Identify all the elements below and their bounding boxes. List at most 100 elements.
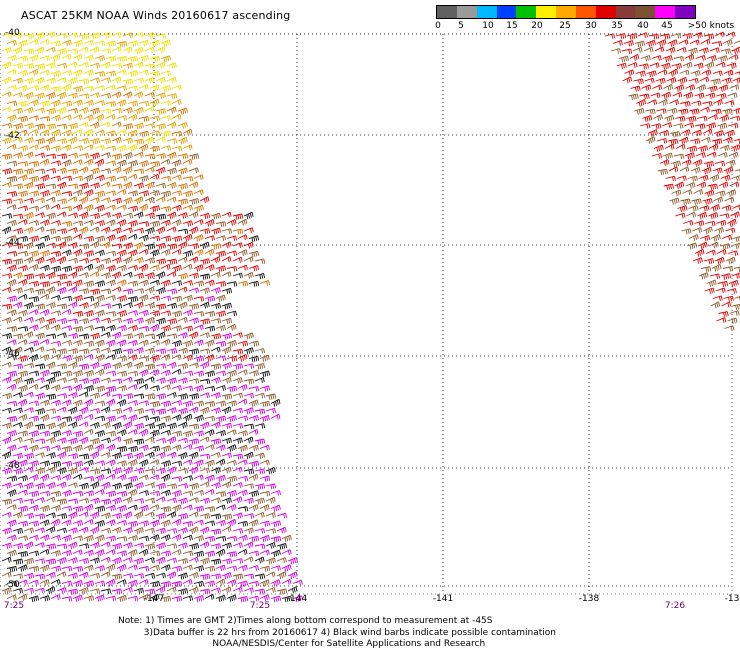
wind-barb — [178, 559, 188, 565]
wind-barb — [238, 535, 247, 541]
wind-barb — [205, 581, 215, 587]
wind-barb — [194, 536, 204, 542]
wind-barb — [735, 169, 740, 175]
wind-barb — [718, 281, 728, 286]
wind-barb — [62, 130, 71, 136]
wind-barb — [255, 424, 265, 429]
wind-barb — [216, 520, 225, 526]
wind-barb — [57, 168, 67, 174]
wind-barb — [95, 191, 105, 197]
wind-barb — [40, 506, 50, 512]
wind-barb — [117, 580, 126, 585]
wind-barb — [722, 109, 732, 115]
wind-barb — [106, 251, 116, 256]
wind-barb — [722, 78, 732, 84]
wind-barb — [238, 597, 248, 603]
wind-barb — [106, 280, 115, 286]
wind-barb — [205, 326, 215, 332]
wind-barb — [145, 452, 154, 458]
wind-barb — [700, 206, 710, 212]
wind-barb — [244, 379, 254, 384]
wind-barb — [95, 175, 104, 181]
wind-barb — [79, 108, 88, 114]
wind-barb — [18, 266, 28, 272]
wind-barb — [189, 483, 199, 489]
wind-barb — [117, 474, 126, 480]
wind-barb — [156, 468, 166, 474]
wind-barb — [172, 160, 181, 167]
wind-barb — [134, 169, 144, 174]
wind-barb — [167, 558, 177, 563]
wind-barb — [244, 364, 254, 369]
wind-barb — [693, 32, 702, 38]
wind-barb — [35, 108, 44, 113]
wind-barb — [128, 415, 137, 422]
wind-barb — [29, 100, 38, 106]
wind-barb — [90, 452, 99, 459]
wind-barb — [194, 566, 204, 572]
wind-barb — [90, 198, 99, 203]
wind-barb — [40, 159, 49, 165]
wind-barb — [51, 506, 61, 512]
wind-barb — [172, 445, 181, 451]
wind-barb — [84, 100, 93, 106]
wind-barb — [249, 236, 259, 242]
wind-barb — [216, 565, 225, 571]
wind-barb — [706, 93, 716, 99]
wind-barb — [134, 92, 143, 98]
wind-barb — [123, 138, 132, 144]
wind-barb — [161, 116, 171, 121]
wind-barb — [249, 416, 259, 422]
wind-barb — [156, 483, 166, 489]
wind-barb — [624, 41, 634, 47]
wind-barb — [172, 132, 182, 137]
wind-barb — [145, 64, 155, 69]
wind-barb — [145, 244, 155, 250]
wind-barb — [145, 228, 154, 235]
wind-barb — [139, 249, 148, 254]
wind-barb — [238, 549, 247, 554]
wind-barb — [40, 145, 49, 150]
wind-barb — [156, 332, 165, 339]
wind-barb — [2, 199, 12, 204]
wind-barb — [35, 257, 44, 264]
wind-barb — [653, 115, 662, 121]
wind-barb — [161, 236, 171, 242]
wind-barb — [106, 85, 115, 90]
wind-barb — [178, 137, 187, 144]
wind-barb — [178, 498, 188, 505]
wind-barb — [189, 212, 198, 218]
wind-barb — [40, 236, 50, 242]
wind-barb — [200, 527, 209, 534]
wind-barb — [117, 356, 127, 362]
wind-barb — [227, 595, 236, 602]
wind-barb — [95, 310, 104, 317]
wind-barb — [178, 573, 188, 580]
wind-barb — [117, 447, 127, 453]
wind-barb — [183, 522, 193, 527]
wind-barb — [189, 498, 198, 503]
wind-barb — [205, 371, 215, 377]
wind-barb — [642, 85, 651, 91]
wind-barb — [68, 542, 77, 549]
wind-barb — [194, 581, 204, 587]
wind-barb — [156, 214, 166, 220]
wind-barb — [18, 431, 28, 437]
wind-barb — [233, 454, 243, 459]
wind-barb — [79, 289, 89, 295]
wind-barb — [2, 227, 11, 234]
wind-barb — [227, 341, 237, 347]
wind-barb — [167, 498, 177, 503]
wind-barb — [227, 416, 237, 422]
wind-barb — [101, 469, 111, 474]
wind-barb — [51, 462, 61, 468]
wind-barb — [95, 114, 104, 121]
wind-barb — [13, 393, 22, 398]
wind-barb — [172, 461, 182, 466]
wind-barb — [95, 101, 105, 106]
wind-barb — [178, 514, 188, 520]
wind-barb — [13, 408, 22, 413]
wind-barb — [725, 197, 734, 202]
wind-barb — [705, 190, 714, 197]
wind-barb — [62, 474, 71, 480]
